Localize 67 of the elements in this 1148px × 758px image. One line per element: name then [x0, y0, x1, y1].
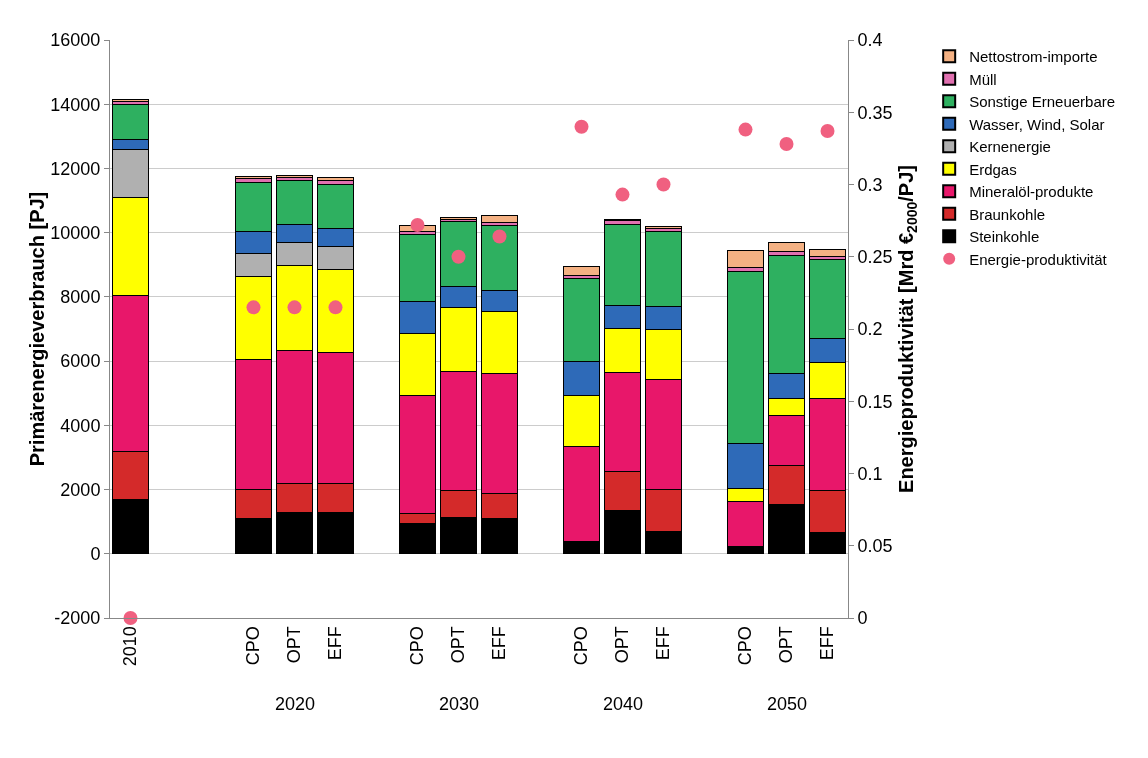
text: 2030 — [439, 694, 480, 714]
y2-tick-label: 0 — [857, 608, 868, 629]
point — [779, 137, 794, 152]
y2-tick-label: 0.3 — [857, 174, 883, 195]
y-tick-label: -2000 — [54, 608, 101, 629]
y2-tick-label: 0.35 — [857, 102, 893, 123]
y-tick-label: 2000 — [60, 479, 101, 500]
legend-label: Sonstige Erneuerbare — [969, 93, 1116, 111]
point — [246, 300, 261, 315]
legend-label: Braunkohle — [969, 205, 1046, 223]
legend-label: Erdgas — [969, 160, 1017, 178]
bar — [480, 215, 519, 223]
legend-label: Müll — [969, 70, 997, 88]
x-tick-label: 2010 — [120, 626, 141, 667]
text: 2020 — [275, 694, 316, 714]
point — [820, 124, 835, 139]
x-tick-label: EFF — [817, 626, 838, 661]
x-tick-label: CPO — [407, 626, 428, 666]
y-tick-label: 10000 — [50, 222, 101, 243]
x-tick-label: CPO — [571, 626, 592, 666]
y-tick-label: 8000 — [60, 287, 101, 308]
y2-tick-label: 0.25 — [857, 247, 893, 268]
bar — [562, 265, 601, 276]
y2-tick-label: 0.4 — [857, 30, 883, 51]
y-tick-label: 12000 — [50, 158, 101, 179]
point — [451, 249, 466, 264]
text: 2040 — [603, 694, 644, 714]
point — [574, 119, 589, 134]
y-tick-label: 16000 — [50, 30, 101, 51]
y-tick-label: 6000 — [60, 351, 101, 372]
legend-label: Kernenergie — [969, 138, 1051, 156]
x-tick-label: EFF — [325, 626, 346, 661]
legend-label: Wasser, Wind, Solar — [969, 115, 1105, 133]
bar — [808, 248, 847, 257]
x-tick-label: EFF — [653, 626, 674, 661]
y-tick-label: 0 — [90, 544, 101, 565]
y2-tick-label: 0.15 — [857, 391, 893, 412]
point — [410, 217, 425, 232]
legend-label: Energie-produktivität — [969, 250, 1108, 268]
y-tick-label: 4000 — [60, 415, 101, 436]
text: 2050 — [767, 694, 808, 714]
legend-label: Steinkohle — [969, 228, 1040, 246]
point — [656, 177, 671, 192]
x-tick-label: OPT — [448, 626, 469, 664]
y-tick-label: 14000 — [50, 94, 101, 115]
y2-tick-label: 0.2 — [857, 319, 883, 340]
x-tick-label: CPO — [735, 626, 756, 666]
y2-tick-label: 0.05 — [857, 536, 893, 557]
legend-label: Mineralöl-produkte — [969, 183, 1094, 201]
x-tick-label: CPO — [243, 626, 264, 666]
bar — [275, 174, 314, 178]
y2-tick-label: 0.1 — [857, 463, 883, 484]
legend-label: Nettostrom-importe — [969, 48, 1098, 66]
point — [738, 122, 753, 137]
bar — [316, 176, 355, 181]
point — [492, 229, 507, 244]
y-axis-title: Primärenergieverbrauch [PJ] — [26, 191, 49, 467]
point — [615, 187, 630, 202]
bar — [111, 98, 150, 102]
x-tick-label: OPT — [612, 626, 633, 664]
bar — [767, 241, 806, 253]
bar — [726, 250, 765, 269]
point — [287, 300, 302, 315]
x-tick-label: OPT — [776, 626, 797, 664]
x-tick-label: OPT — [284, 626, 305, 664]
point — [328, 300, 343, 315]
x-tick-label: EFF — [489, 626, 510, 661]
